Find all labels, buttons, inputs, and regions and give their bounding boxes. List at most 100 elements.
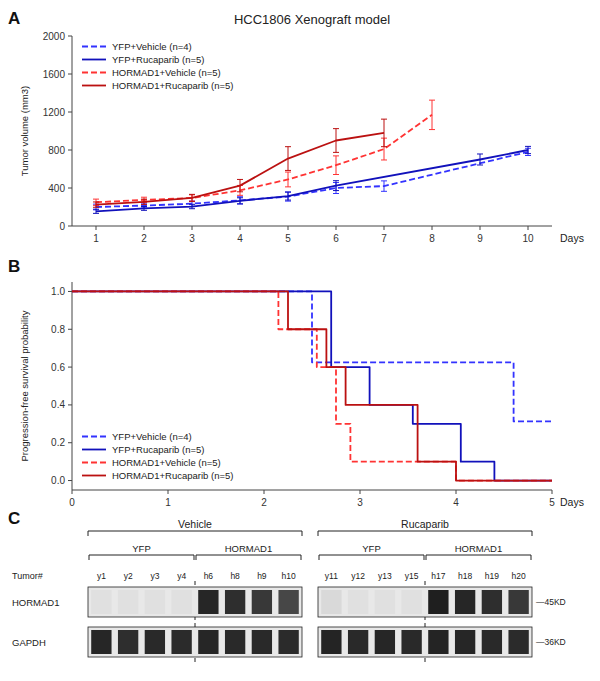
bracket: YFP — [89, 543, 194, 560]
lane-label: h6 — [204, 571, 214, 581]
error-cap — [285, 146, 291, 147]
error-cap — [141, 199, 147, 200]
legend-swatch — [82, 85, 106, 87]
legend-swatch — [82, 46, 106, 48]
x-tick-label: 8 — [429, 233, 435, 244]
bracket: Rucaparib — [318, 518, 532, 536]
error-cap — [381, 180, 387, 181]
band — [278, 630, 298, 654]
band — [145, 590, 165, 614]
error-stem — [96, 209, 97, 213]
error-cap — [333, 152, 339, 153]
bracket-line — [89, 555, 194, 560]
band — [171, 630, 191, 654]
error-cap — [237, 197, 243, 198]
bracket-line — [319, 555, 424, 560]
x-tick-label: 6 — [333, 233, 339, 244]
y-tick-label: 0.4 — [51, 399, 65, 410]
x-tick-label: 1 — [93, 233, 99, 244]
band — [401, 630, 421, 654]
error-bar — [333, 181, 339, 191]
y-tick — [68, 74, 72, 75]
error-stem — [384, 119, 385, 147]
y-axis-label: Progression-free survival probability — [19, 310, 30, 461]
band — [375, 630, 395, 654]
error-bar — [285, 147, 291, 171]
legend: YFP+Vehicle (n=4)YFP+Rucaparib (n=5)HORM… — [82, 41, 233, 91]
error-cap — [285, 200, 291, 201]
y-axis-label: Tumor volume (mm3) — [19, 86, 30, 176]
lane-label: y3 — [150, 571, 159, 581]
series-line — [96, 115, 432, 202]
bracket-label: YFP — [132, 543, 150, 554]
band — [375, 590, 395, 614]
error-bar — [333, 156, 339, 175]
error-cap — [189, 194, 195, 195]
y-tick — [68, 442, 72, 443]
x-axis-label: Days — [560, 496, 584, 508]
error-cap — [285, 191, 291, 192]
error-bar — [189, 204, 195, 208]
error-cap — [141, 197, 147, 198]
legend-label: YFP+Vehicle (n=4) — [112, 41, 192, 52]
error-cap — [237, 191, 243, 192]
error-stem — [288, 192, 289, 200]
x-tick — [144, 226, 145, 230]
error-cap — [285, 186, 291, 187]
error-stem — [528, 146, 529, 153]
y-axis-line — [72, 282, 73, 490]
bracket-label: HORMAD1 — [225, 543, 273, 554]
lane-label: h19 — [485, 571, 499, 581]
series-line — [72, 291, 552, 480]
error-stem — [336, 181, 337, 191]
lane-label: h18 — [458, 571, 472, 581]
x-tick — [168, 490, 169, 494]
y-tick — [68, 112, 72, 113]
band — [321, 630, 341, 654]
x-tick — [480, 226, 481, 230]
series — [72, 291, 552, 480]
x-tick — [96, 226, 97, 230]
lane-label: y15 — [405, 571, 419, 581]
error-cap — [333, 180, 339, 181]
bracket-line — [196, 555, 301, 560]
legend-swatch — [82, 59, 106, 61]
y-tick — [68, 291, 72, 292]
row-label: HORMAD1 — [12, 597, 60, 608]
bracket-line — [426, 555, 531, 560]
series — [93, 119, 387, 207]
error-cap — [237, 196, 243, 197]
y-tick-label: 1600 — [43, 69, 66, 80]
bracket-label: YFP — [362, 543, 380, 554]
error-cap — [285, 170, 291, 171]
x-tick-label: 4 — [237, 233, 243, 244]
error-cap — [333, 193, 339, 194]
blot-frame — [88, 587, 302, 617]
band — [455, 590, 475, 614]
series — [72, 291, 552, 480]
band — [171, 590, 191, 614]
band — [198, 590, 218, 614]
y-tick — [68, 480, 72, 481]
legend-swatch — [82, 475, 106, 477]
bracket-label: Vehicle — [178, 518, 212, 530]
error-cap — [381, 146, 387, 147]
error-cap — [93, 199, 99, 200]
x-tick — [336, 226, 337, 230]
error-bar — [285, 172, 291, 187]
error-bar — [477, 154, 483, 165]
error-bar — [93, 209, 99, 213]
x-tick-label: 10 — [522, 233, 534, 244]
y-tick-label: 1.0 — [51, 286, 65, 297]
error-cap — [189, 201, 195, 202]
blot-frame — [88, 627, 302, 657]
x-tick — [528, 226, 529, 230]
panel-letter: B — [8, 257, 20, 276]
bracket: HORMAD1 — [196, 543, 301, 560]
lane-axis-label: Tumor# — [12, 571, 43, 581]
error-cap — [381, 191, 387, 192]
series — [93, 100, 435, 205]
bracket-line — [88, 531, 302, 536]
error-bar — [285, 192, 291, 200]
error-cap — [333, 174, 339, 175]
